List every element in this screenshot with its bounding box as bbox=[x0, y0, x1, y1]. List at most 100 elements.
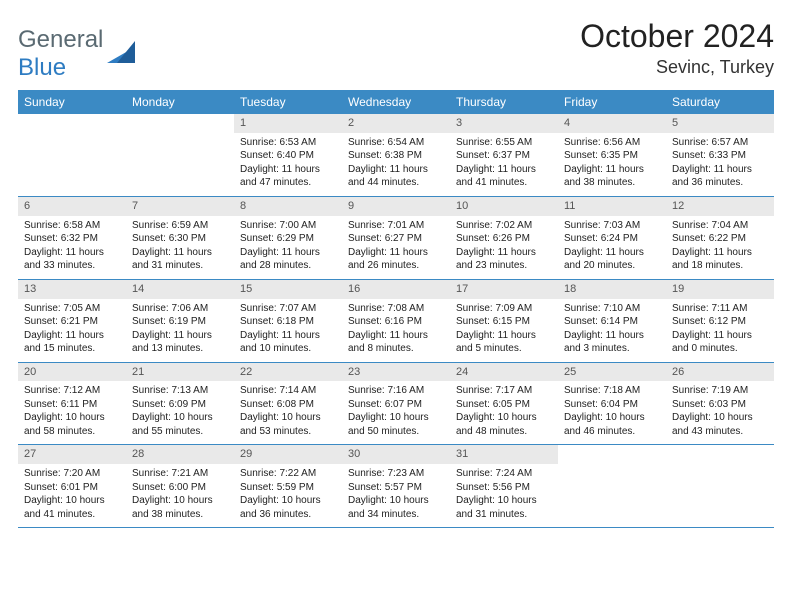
weekday-header: Monday bbox=[126, 90, 234, 114]
title-block: October 2024 Sevinc, Turkey bbox=[580, 18, 774, 78]
daylight-line: Daylight: 10 hours and 46 minutes. bbox=[564, 411, 660, 438]
day-number: 3 bbox=[450, 114, 558, 133]
day-cell: 12Sunrise: 7:04 AMSunset: 6:22 PMDayligh… bbox=[666, 197, 774, 279]
daylight-line: Daylight: 11 hours and 31 minutes. bbox=[132, 246, 228, 273]
sunset-line: Sunset: 6:35 PM bbox=[564, 149, 660, 163]
day-cell: 21Sunrise: 7:13 AMSunset: 6:09 PMDayligh… bbox=[126, 363, 234, 445]
logo-text: General Blue bbox=[18, 26, 103, 82]
weekday-header: Tuesday bbox=[234, 90, 342, 114]
calendar-page: General Blue October 2024 Sevinc, Turkey… bbox=[0, 0, 792, 612]
sunset-line: Sunset: 6:40 PM bbox=[240, 149, 336, 163]
logo-text-1: General bbox=[18, 26, 103, 53]
day-number: 27 bbox=[18, 445, 126, 464]
day-body: Sunrise: 7:08 AMSunset: 6:16 PMDaylight:… bbox=[342, 299, 450, 362]
day-cell: 5Sunrise: 6:57 AMSunset: 6:33 PMDaylight… bbox=[666, 114, 774, 196]
sunset-line: Sunset: 6:37 PM bbox=[456, 149, 552, 163]
day-number: 29 bbox=[234, 445, 342, 464]
day-body: Sunrise: 6:53 AMSunset: 6:40 PMDaylight:… bbox=[234, 133, 342, 196]
sunset-line: Sunset: 6:19 PM bbox=[132, 315, 228, 329]
location-label: Sevinc, Turkey bbox=[580, 57, 774, 78]
sunrise-line: Sunrise: 7:22 AM bbox=[240, 467, 336, 481]
day-body: Sunrise: 7:22 AMSunset: 5:59 PMDaylight:… bbox=[234, 464, 342, 527]
sunset-line: Sunset: 6:09 PM bbox=[132, 398, 228, 412]
day-cell: 30Sunrise: 7:23 AMSunset: 5:57 PMDayligh… bbox=[342, 445, 450, 527]
day-number: 13 bbox=[18, 280, 126, 299]
sunset-line: Sunset: 6:03 PM bbox=[672, 398, 768, 412]
sunrise-line: Sunrise: 7:00 AM bbox=[240, 219, 336, 233]
day-cell: 20Sunrise: 7:12 AMSunset: 6:11 PMDayligh… bbox=[18, 363, 126, 445]
day-number: 31 bbox=[450, 445, 558, 464]
day-body: Sunrise: 6:59 AMSunset: 6:30 PMDaylight:… bbox=[126, 216, 234, 279]
sunrise-line: Sunrise: 7:02 AM bbox=[456, 219, 552, 233]
sunrise-line: Sunrise: 7:03 AM bbox=[564, 219, 660, 233]
daylight-line: Daylight: 11 hours and 15 minutes. bbox=[24, 329, 120, 356]
day-cell: 8Sunrise: 7:00 AMSunset: 6:29 PMDaylight… bbox=[234, 197, 342, 279]
day-number: 2 bbox=[342, 114, 450, 133]
sunrise-line: Sunrise: 6:59 AM bbox=[132, 219, 228, 233]
month-title: October 2024 bbox=[580, 18, 774, 55]
day-body: Sunrise: 6:55 AMSunset: 6:37 PMDaylight:… bbox=[450, 133, 558, 196]
daylight-line: Daylight: 11 hours and 36 minutes. bbox=[672, 163, 768, 190]
day-body: Sunrise: 7:16 AMSunset: 6:07 PMDaylight:… bbox=[342, 381, 450, 444]
day-cell: 11Sunrise: 7:03 AMSunset: 6:24 PMDayligh… bbox=[558, 197, 666, 279]
day-cell: 3Sunrise: 6:55 AMSunset: 6:37 PMDaylight… bbox=[450, 114, 558, 196]
day-body: Sunrise: 7:03 AMSunset: 6:24 PMDaylight:… bbox=[558, 216, 666, 279]
sunset-line: Sunset: 6:27 PM bbox=[348, 232, 444, 246]
sunset-line: Sunset: 6:24 PM bbox=[564, 232, 660, 246]
sunset-line: Sunset: 6:30 PM bbox=[132, 232, 228, 246]
day-number: 8 bbox=[234, 197, 342, 216]
day-body: Sunrise: 6:56 AMSunset: 6:35 PMDaylight:… bbox=[558, 133, 666, 196]
daylight-line: Daylight: 11 hours and 18 minutes. bbox=[672, 246, 768, 273]
day-body: Sunrise: 7:19 AMSunset: 6:03 PMDaylight:… bbox=[666, 381, 774, 444]
week-row: 13Sunrise: 7:05 AMSunset: 6:21 PMDayligh… bbox=[18, 280, 774, 363]
daylight-line: Daylight: 10 hours and 41 minutes. bbox=[24, 494, 120, 521]
day-cell: 29Sunrise: 7:22 AMSunset: 5:59 PMDayligh… bbox=[234, 445, 342, 527]
day-cell: 14Sunrise: 7:06 AMSunset: 6:19 PMDayligh… bbox=[126, 280, 234, 362]
sunset-line: Sunset: 6:00 PM bbox=[132, 481, 228, 495]
sunset-line: Sunset: 6:12 PM bbox=[672, 315, 768, 329]
daylight-line: Daylight: 11 hours and 44 minutes. bbox=[348, 163, 444, 190]
day-cell: 22Sunrise: 7:14 AMSunset: 6:08 PMDayligh… bbox=[234, 363, 342, 445]
sunrise-line: Sunrise: 7:11 AM bbox=[672, 302, 768, 316]
day-cell: 4Sunrise: 6:56 AMSunset: 6:35 PMDaylight… bbox=[558, 114, 666, 196]
sunrise-line: Sunrise: 7:24 AM bbox=[456, 467, 552, 481]
sunset-line: Sunset: 6:01 PM bbox=[24, 481, 120, 495]
day-cell: 27Sunrise: 7:20 AMSunset: 6:01 PMDayligh… bbox=[18, 445, 126, 527]
sunrise-line: Sunrise: 7:21 AM bbox=[132, 467, 228, 481]
day-number: 23 bbox=[342, 363, 450, 382]
day-number: 20 bbox=[18, 363, 126, 382]
day-cell: 15Sunrise: 7:07 AMSunset: 6:18 PMDayligh… bbox=[234, 280, 342, 362]
day-number: 24 bbox=[450, 363, 558, 382]
sunrise-line: Sunrise: 6:57 AM bbox=[672, 136, 768, 150]
sunset-line: Sunset: 6:16 PM bbox=[348, 315, 444, 329]
day-body: Sunrise: 7:21 AMSunset: 6:00 PMDaylight:… bbox=[126, 464, 234, 527]
day-body: Sunrise: 7:09 AMSunset: 6:15 PMDaylight:… bbox=[450, 299, 558, 362]
day-body: Sunrise: 7:20 AMSunset: 6:01 PMDaylight:… bbox=[18, 464, 126, 527]
sunrise-line: Sunrise: 7:09 AM bbox=[456, 302, 552, 316]
day-cell: 28Sunrise: 7:21 AMSunset: 6:00 PMDayligh… bbox=[126, 445, 234, 527]
day-cell: 7Sunrise: 6:59 AMSunset: 6:30 PMDaylight… bbox=[126, 197, 234, 279]
day-number: 6 bbox=[18, 197, 126, 216]
sunrise-line: Sunrise: 6:54 AM bbox=[348, 136, 444, 150]
day-body: Sunrise: 6:57 AMSunset: 6:33 PMDaylight:… bbox=[666, 133, 774, 196]
day-cell: 24Sunrise: 7:17 AMSunset: 6:05 PMDayligh… bbox=[450, 363, 558, 445]
day-number: 26 bbox=[666, 363, 774, 382]
daylight-line: Daylight: 11 hours and 47 minutes. bbox=[240, 163, 336, 190]
day-number: 9 bbox=[342, 197, 450, 216]
calendar: SundayMondayTuesdayWednesdayThursdayFrid… bbox=[18, 90, 774, 528]
day-number: 16 bbox=[342, 280, 450, 299]
weekday-header-row: SundayMondayTuesdayWednesdayThursdayFrid… bbox=[18, 90, 774, 114]
day-body: Sunrise: 7:12 AMSunset: 6:11 PMDaylight:… bbox=[18, 381, 126, 444]
weeks-container: ..1Sunrise: 6:53 AMSunset: 6:40 PMDaylig… bbox=[18, 114, 774, 528]
page-header: General Blue October 2024 Sevinc, Turkey bbox=[18, 18, 774, 82]
day-cell: . bbox=[666, 445, 774, 527]
day-body: Sunrise: 7:17 AMSunset: 6:05 PMDaylight:… bbox=[450, 381, 558, 444]
day-body: Sunrise: 6:54 AMSunset: 6:38 PMDaylight:… bbox=[342, 133, 450, 196]
daylight-line: Daylight: 10 hours and 36 minutes. bbox=[240, 494, 336, 521]
day-cell: 25Sunrise: 7:18 AMSunset: 6:04 PMDayligh… bbox=[558, 363, 666, 445]
week-row: 6Sunrise: 6:58 AMSunset: 6:32 PMDaylight… bbox=[18, 197, 774, 280]
sunrise-line: Sunrise: 6:56 AM bbox=[564, 136, 660, 150]
daylight-line: Daylight: 10 hours and 48 minutes. bbox=[456, 411, 552, 438]
day-body: Sunrise: 7:07 AMSunset: 6:18 PMDaylight:… bbox=[234, 299, 342, 362]
sunset-line: Sunset: 6:32 PM bbox=[24, 232, 120, 246]
